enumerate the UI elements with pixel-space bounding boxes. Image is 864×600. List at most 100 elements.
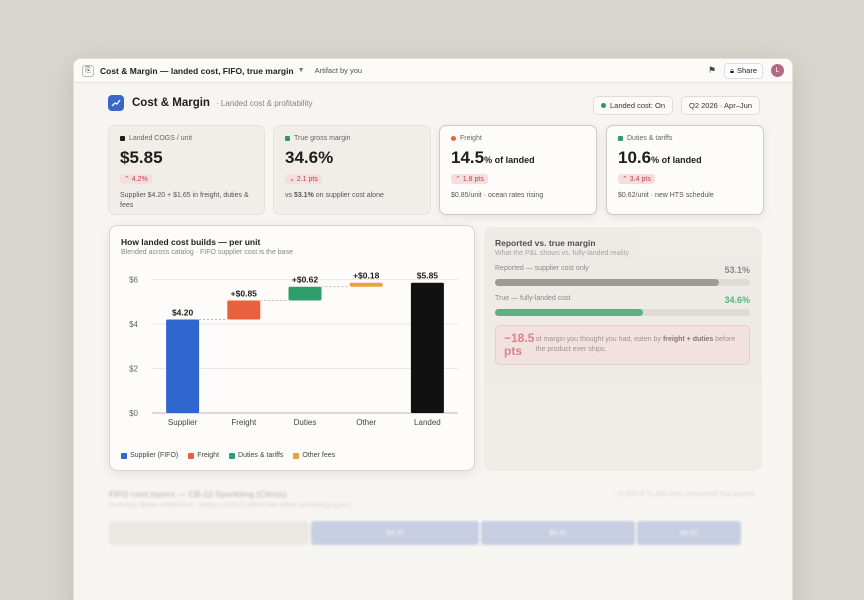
fifo-consumed-note: ↑ 8,300 of 11,450 units consumed this qu…	[613, 491, 755, 498]
chart-title: How landed cost builds — per unit	[121, 237, 261, 247]
fifo-layer[interactable]	[109, 521, 309, 545]
kpi-landed-cogs[interactable]: Landed COGS / unit $5.85 ⌃ 4.2% Supplier…	[108, 125, 265, 215]
landed-cost-chart-card: How landed cost builds — per unit Blende…	[109, 225, 475, 471]
page-header: Cost & Margin · Landed cost & profitabil…	[108, 95, 312, 111]
kpi-delta-badge: ⌃ 1.8 pts	[451, 174, 488, 184]
margin-row-value: 53.1%	[724, 265, 750, 275]
y-tick-label: $2	[129, 364, 138, 373]
kpi-delta-badge: ⌃ 4.2%	[120, 174, 152, 184]
bar-value-label: +$0.85	[231, 289, 258, 299]
kpi-note: $0.62/unit · new HTS schedule	[618, 192, 714, 199]
kpi-value: 14.5% of landed	[451, 148, 535, 167]
artifact-icon: ⎘	[82, 64, 94, 77]
avatar[interactable]: L	[771, 64, 784, 77]
y-tick-label: $4	[129, 320, 138, 329]
period-selector[interactable]: Q2 2026 · Apr–Jun	[681, 96, 760, 115]
legend-square-icon	[451, 136, 456, 141]
lock-icon: 🔒︎	[729, 65, 734, 75]
chart-legend: Supplier (FIFO) Freight Duties & tariffs Ot…	[121, 452, 335, 459]
margin-row-value: 34.6%	[724, 295, 750, 305]
waterfall-bar	[166, 319, 200, 413]
kpi-value: 10.6% of landed	[618, 148, 702, 167]
bar-value-label: +$0.62	[292, 275, 319, 285]
status-dot-icon	[600, 103, 606, 108]
kpi-note: Supplier $4.20 + $1.65 in freight, dutie…	[120, 192, 249, 209]
chart-subtitle: Blended across catalog · FIFO supplier c…	[121, 249, 293, 256]
legend-label: Duties & tariffs	[238, 452, 284, 459]
margin-bar-true	[495, 309, 643, 316]
waterfall-bar	[410, 282, 444, 413]
y-tick-label: $6	[129, 275, 138, 284]
kpi-label: True gross margin	[294, 135, 351, 142]
bar-value-label: $5.85	[417, 271, 439, 281]
page-subtitle: · Landed cost & profitability	[215, 98, 313, 108]
margin-title: Reported vs. true margin	[495, 238, 596, 248]
chevron-down-icon[interactable]: ▼	[297, 67, 305, 74]
legend-item: Duties & tariffs	[229, 452, 283, 459]
x-tick-label: Duties	[294, 418, 317, 427]
document-title[interactable]: Cost & Margin — landed cost, FIFO, true …	[100, 65, 294, 76]
margin-bar-reported	[495, 279, 720, 286]
fifo-subtitle: Inventory drawn oldest-first · today's C…	[109, 502, 351, 509]
margin-gap-value: −18.5 pts	[504, 331, 535, 358]
legend-item: Other fees	[293, 452, 335, 459]
fifo-layer[interactable]: $4.62	[637, 521, 741, 545]
legend-square-icon	[618, 136, 623, 141]
kpi-label: Duties & tariffs	[627, 135, 673, 142]
legend-swatch-icon	[188, 452, 195, 459]
legend-swatch-icon	[121, 452, 127, 459]
kpi-note: $0.85/unit · ocean rates rising	[451, 192, 544, 199]
y-tick-label: $0	[129, 409, 138, 418]
waterfall-chart: $0 $2 $4 $6 $4.20 Supplier +$0.85 Freight +$0.62…	[129, 271, 458, 427]
kpi-value: 34.6%	[285, 148, 334, 167]
legend-item: Freight	[188, 452, 219, 459]
fifo-layer[interactable]: $4.20	[311, 521, 479, 545]
margin-row-reported: Reported — supplier cost only 53.1%	[495, 265, 750, 286]
kpi-note: vs 53.1% on supplier cost alone	[285, 192, 384, 199]
kpi-label: Landed COGS / unit	[129, 135, 193, 142]
legend-swatch-icon	[229, 452, 236, 459]
kpi-true-margin[interactable]: True gross margin 34.6% ⌄ 2.1 pts vs 53.…	[273, 125, 431, 215]
legend-label: Freight	[197, 452, 220, 459]
fifo-title: FIFO cost layers — CB-12 Sparkling (Citr…	[109, 489, 287, 499]
artifact-owner: Artifact by you	[314, 66, 363, 75]
waterfall-bar	[288, 286, 322, 301]
kpi-delta-badge: ⌃ 3.4 pts	[618, 174, 655, 184]
fifo-section: FIFO cost layers — CB-12 Sparkling (Citr…	[109, 489, 761, 569]
legend-square-icon	[285, 136, 290, 141]
legend-square-icon	[120, 136, 125, 141]
kpi-value: $5.85	[120, 148, 163, 167]
margin-row-true: True — fully-landed cost 34.6%	[495, 295, 750, 316]
margin-gap-callout: −18.5 pts of margin you thought you had,…	[495, 325, 750, 365]
fifo-layer[interactable]: $4.45	[481, 521, 635, 545]
margin-card: Reported vs. true margin What the P&L sh…	[484, 227, 762, 471]
kpi-delta-badge: ⌄ 2.1 pts	[285, 174, 322, 184]
legend-item: Supplier (FIFO)	[121, 452, 178, 459]
x-tick-label: Supplier	[168, 418, 198, 427]
page-title: Cost & Margin	[132, 97, 210, 109]
kpi-label: Freight	[460, 135, 482, 142]
x-tick-label: Landed	[414, 418, 441, 427]
x-tick-label: Freight	[231, 418, 257, 427]
legend-label: Other fees	[302, 452, 336, 459]
waterfall-bar	[349, 282, 383, 287]
landed-cost-toggle[interactable]: Landed cost: On	[592, 96, 674, 115]
kpi-duties[interactable]: Duties & tariffs 10.6% of landed ⌃ 3.4 p…	[606, 125, 764, 215]
margin-gap-text: of margin you thought you had, eaten by …	[535, 336, 736, 353]
bar-value-label: $4.20	[172, 307, 194, 317]
share-button[interactable]: 🔒︎ Share	[723, 62, 763, 79]
x-tick-label: Other	[356, 418, 376, 427]
fifo-layers: $4.20 $4.45 $4.62	[109, 521, 761, 545]
margin-subtitle: What the P&L shows vs. fully-landed real…	[495, 250, 629, 257]
waterfall-bar	[227, 300, 261, 320]
flag-icon[interactable]: ⚑	[707, 65, 716, 75]
margin-row-label: Reported — supplier cost only	[495, 265, 589, 272]
chart-logo-icon	[108, 95, 124, 111]
kpi-freight[interactable]: Freight 14.5% of landed ⌃ 1.8 pts $0.85/…	[439, 125, 597, 215]
title-bar: ⎘ Cost & Margin — landed cost, FIFO, tru…	[74, 59, 792, 83]
legend-swatch-icon	[293, 452, 300, 459]
app-window: ⎘ Cost & Margin — landed cost, FIFO, tru…	[73, 58, 793, 600]
legend-label: Supplier (FIFO)	[130, 452, 179, 459]
bar-value-label: +$0.18	[353, 271, 380, 281]
margin-row-label: True — fully-landed cost	[495, 295, 571, 302]
